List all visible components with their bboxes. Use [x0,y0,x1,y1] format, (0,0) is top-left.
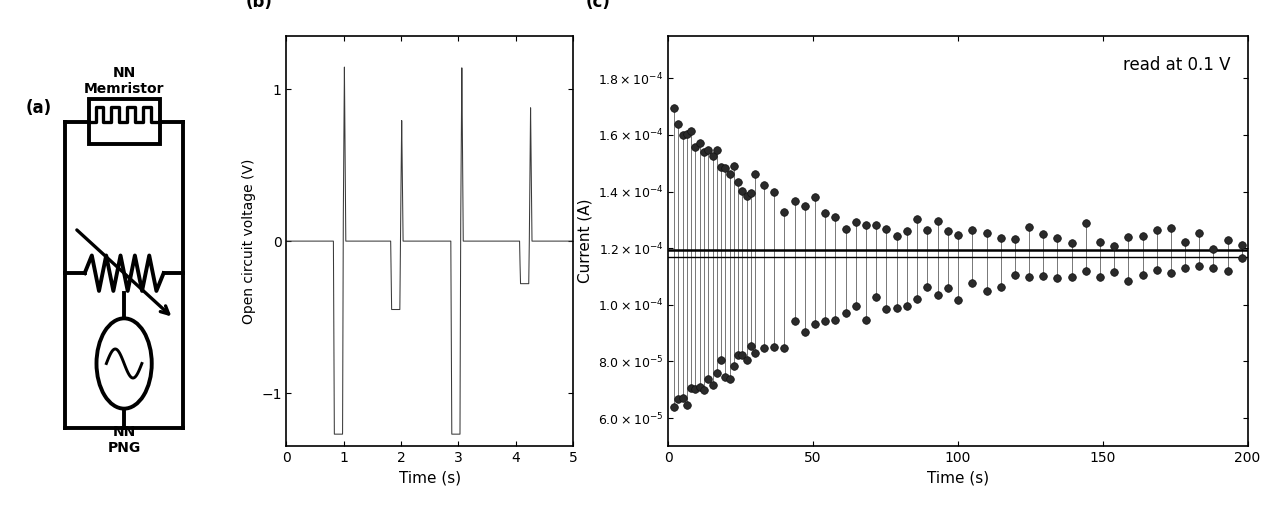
Text: read at 0.1 V: read at 0.1 V [1123,56,1230,74]
Text: NN
PNG: NN PNG [107,425,141,456]
X-axis label: Time (s): Time (s) [927,471,989,486]
Y-axis label: Open circuit voltage (V): Open circuit voltage (V) [242,159,256,324]
Text: NN
Memristor: NN Memristor [84,66,164,96]
Text: (b): (b) [246,0,272,11]
Text: (a): (a) [25,99,52,117]
X-axis label: Time (s): Time (s) [398,471,461,486]
Bar [89,99,159,144]
Y-axis label: Current (A): Current (A) [578,199,592,283]
Text: (c): (c) [586,0,611,11]
